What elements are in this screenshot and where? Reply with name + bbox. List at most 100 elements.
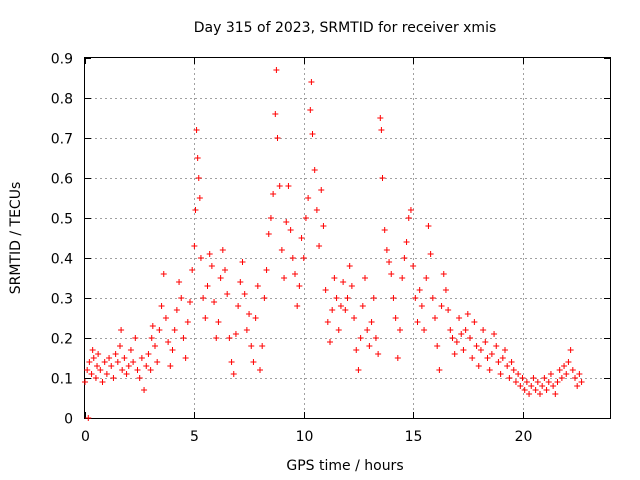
data-point [156,327,163,333]
data-point [491,331,498,337]
data-point [456,315,463,321]
data-point [508,359,515,365]
data-point [136,375,143,381]
data-point [82,379,88,385]
data-points [82,67,585,421]
data-point [219,247,226,253]
data-point [405,215,412,221]
data-point [502,347,508,353]
data-point [344,295,351,301]
data-point [569,367,576,373]
data-point [248,343,255,349]
data-point [416,287,423,293]
data-point [263,267,270,273]
data-point [495,359,502,365]
data-point [158,303,165,309]
data-point [377,115,384,121]
data-point [467,335,473,341]
data-point [196,195,203,201]
data-point [329,307,336,313]
data-point [143,363,150,369]
data-point [154,359,161,365]
data-point [488,351,495,357]
x-axis-label: GPS time / hours [286,458,403,474]
data-point [366,343,373,349]
data-point [182,355,189,361]
data-point [106,355,113,361]
data-point [224,291,231,297]
data-point [110,375,117,381]
data-point [418,303,425,309]
data-point [222,267,228,273]
y-tick-label: 0.5 [51,212,73,228]
data-point [429,295,436,301]
data-point [302,215,309,221]
data-point [148,335,155,341]
y-tick-label: 0.8 [51,92,73,108]
data-point [421,327,428,333]
data-point [130,359,137,365]
data-point [171,327,178,333]
data-point [138,355,145,361]
data-point [401,255,408,261]
data-point [316,243,323,249]
data-point [550,383,557,389]
data-point [274,135,281,141]
data-point [515,371,522,377]
data-point [493,343,500,349]
data-point [90,355,97,361]
data-point [101,359,108,365]
data-point [357,335,364,341]
data-point [392,315,399,321]
y-axis-label: SRMTID / TECUs [8,182,24,295]
y-axis-ticks: 0 0.1 0.2 0.3 0.4 0.5 0.6 0.7 0.8 0.9 [51,52,610,428]
data-point [94,363,101,369]
data-point [162,315,169,321]
data-point [482,339,489,345]
data-point [134,367,141,373]
y-tick-label: 0.9 [51,52,73,68]
data-point [403,239,410,245]
data-point [436,367,443,373]
data-point [464,311,471,317]
data-point [539,383,546,389]
data-point [204,283,211,289]
data-point [425,223,432,229]
data-point [92,375,99,381]
data-point [372,335,379,341]
data-point [364,327,371,333]
data-point [235,303,242,309]
data-point [410,263,417,269]
data-point [378,127,385,133]
data-point [486,367,493,373]
data-point [337,303,344,309]
data-point [192,207,199,213]
data-point [440,271,447,277]
data-point [370,295,377,301]
data-point [117,343,123,349]
data-point [460,347,467,353]
x-tick-label: 5 [190,429,199,445]
data-point [394,355,401,361]
data-point [230,371,237,377]
data-point [152,343,158,349]
data-point [351,315,358,321]
data-point [112,351,119,357]
data-point [276,183,283,189]
data-point [89,347,96,353]
y-tick-label: 0.7 [51,132,73,148]
data-point [469,355,476,361]
data-point [545,379,552,385]
data-point [547,371,554,377]
data-point [572,375,578,381]
data-point [189,267,196,273]
y-tick-label: 0.4 [51,252,73,268]
data-point [243,327,250,333]
data-point [313,207,320,213]
data-point [180,335,187,341]
data-point [232,331,239,337]
data-point [226,335,233,341]
x-tick-label: 10 [296,429,314,445]
data-point [471,319,478,325]
data-point [462,327,469,333]
